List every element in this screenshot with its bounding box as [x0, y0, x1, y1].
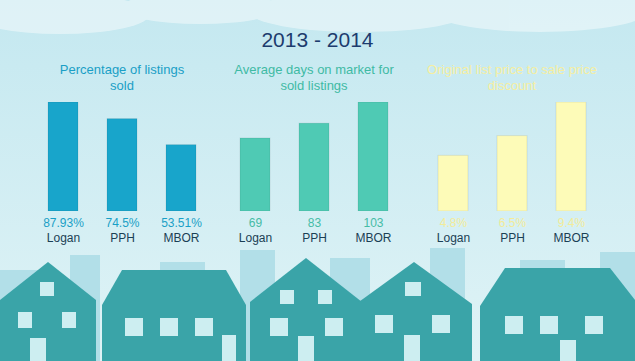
svg-text:6.5%: 6.5% — [499, 216, 527, 230]
svg-text:83: 83 — [308, 216, 322, 230]
svg-text:69: 69 — [249, 216, 263, 230]
svg-text:4.8%: 4.8% — [440, 216, 468, 230]
svg-text:Logan: Logan — [239, 231, 272, 245]
svg-text:74.5%: 74.5% — [105, 216, 139, 230]
svg-text:53.51%: 53.51% — [161, 216, 202, 230]
svg-text:PPH: PPH — [302, 231, 327, 245]
svg-text:MBOR: MBOR — [164, 231, 200, 245]
svg-text:PPH: PPH — [500, 231, 525, 245]
svg-text:PPH: PPH — [110, 231, 135, 245]
svg-text:MBOR: MBOR — [356, 231, 392, 245]
svg-text:103: 103 — [363, 216, 383, 230]
html-text:Percentage of listings sold: Percentage of listings sold — [59, 62, 185, 93]
svg-text:MBOR: MBOR — [554, 231, 590, 245]
html-text:Original list price to sale pr: Original list price to sale price discou… — [427, 62, 597, 93]
html-text:Average days on market for sol: Average days on market for sold listings — [234, 62, 394, 93]
svg-text:87.93%: 87.93% — [43, 216, 84, 230]
svg-text:Logan: Logan — [437, 231, 470, 245]
svg-text:9.4%: 9.4% — [558, 216, 586, 230]
svg-text:Logan: Logan — [47, 231, 80, 245]
html-text:2013 - 2014: 2013 - 2014 — [261, 28, 374, 51]
